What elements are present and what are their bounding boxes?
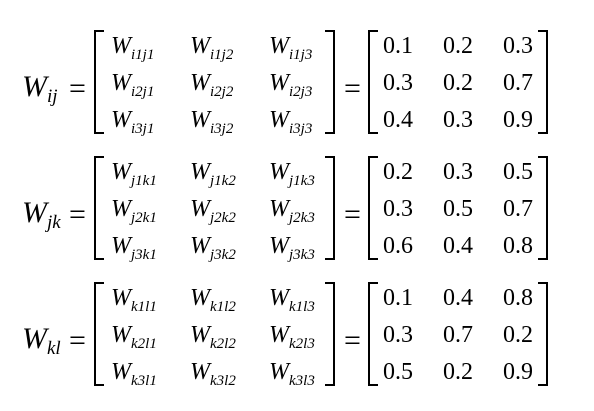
matrix-symbol-cell: Wk1l1: [111, 285, 157, 315]
matrix-value-cell: 0.4: [443, 233, 473, 259]
matrix-value-cell: 0.3: [383, 322, 413, 348]
matrix-value-cell: 0.7: [503, 70, 533, 96]
lhs-subscript: jk: [47, 212, 61, 233]
lhs-base: W: [22, 196, 47, 229]
matrix-value-cell: 0.8: [503, 285, 533, 311]
lhs-label: Wjk: [22, 196, 61, 233]
matrix-symbol-cell: Wj2k3: [269, 196, 315, 226]
value-matrix-left-bracket: [368, 30, 378, 134]
matrix-symbol-cell: Wk3l2: [190, 359, 236, 389]
symbol-matrix-left-bracket: [94, 30, 104, 134]
equation-wij: Wij = Wi1j1 Wi1j2 Wi1j3 Wi2j1 Wi2j2 Wi2j…: [0, 30, 594, 152]
matrix-symbol-cell: Wk2l2: [190, 322, 236, 352]
lhs-base: W: [22, 70, 47, 103]
matrix-symbol-cell: Wk3l1: [111, 359, 157, 389]
matrix-value-cell: 0.5: [443, 196, 473, 222]
lhs-subscript: ij: [47, 86, 58, 107]
symbol-matrix-left-bracket: [94, 156, 104, 260]
matrix-symbol-cell: Wj2k1: [111, 196, 157, 226]
value-matrix-right-bracket: [538, 282, 548, 386]
matrix-value-cell: 0.7: [443, 322, 473, 348]
matrix-symbol-cell: Wj1k3: [269, 159, 315, 189]
matrix-symbol-cell: Wk2l1: [111, 322, 157, 352]
matrix-value-cell: 0.5: [503, 159, 533, 185]
lhs-label: Wkl: [22, 322, 61, 359]
lhs-label: Wij: [22, 70, 58, 107]
matrix-value-cell: 0.2: [503, 322, 533, 348]
matrix-symbol-cell: Wi1j2: [190, 33, 234, 63]
matrix-value-cell: 0.8: [503, 233, 533, 259]
equals-sign: =: [344, 324, 361, 357]
matrix-symbol-cell: Wj1k1: [111, 159, 157, 189]
matrix-symbol-cell: Wi3j3: [269, 107, 313, 137]
matrix-symbol-cell: Wj3k1: [111, 233, 157, 263]
equals-sign: =: [344, 72, 361, 105]
matrix-value-cell: 0.5: [383, 359, 413, 385]
matrix-value-cell: 0.2: [443, 70, 473, 96]
value-matrix-right-bracket: [538, 156, 548, 260]
matrix-value-cell: 0.6: [383, 233, 413, 259]
matrix-value-cell: 0.3: [383, 70, 413, 96]
matrix-symbol-cell: Wk3l3: [269, 359, 315, 389]
equation-wjk: Wjk = Wj1k1 Wj1k2 Wj1k3 Wj2k1 Wj2k2 Wj2k…: [0, 156, 594, 278]
symbol-matrix-right-bracket: [325, 30, 335, 134]
matrix-value-cell: 0.4: [443, 285, 473, 311]
matrix-value-cell: 0.3: [443, 159, 473, 185]
symbol-matrix-right-bracket: [325, 282, 335, 386]
equation-wkl: Wkl = Wk1l1 Wk1l2 Wk1l3 Wk2l1 Wk2l2 Wk2l…: [0, 282, 594, 404]
matrix-symbol-cell: Wj3k2: [190, 233, 236, 263]
matrix-value-cell: 0.4: [383, 107, 413, 133]
symbol-matrix-left-bracket: [94, 282, 104, 386]
matrix-symbol-cell: Wj3k3: [269, 233, 315, 263]
matrix-value-cell: 0.3: [443, 107, 473, 133]
matrix-value-cell: 0.9: [503, 359, 533, 385]
matrix-symbol-cell: Wi3j1: [111, 107, 155, 137]
matrix-value-cell: 0.2: [383, 159, 413, 185]
lhs-subscript: kl: [47, 338, 61, 359]
value-matrix-left-bracket: [368, 156, 378, 260]
matrix-value-cell: 0.9: [503, 107, 533, 133]
matrix-symbol-cell: Wk1l2: [190, 285, 236, 315]
equals-sign: =: [69, 72, 86, 105]
matrix-symbol-cell: Wi1j1: [111, 33, 155, 63]
matrix-symbol-cell: Wi1j3: [269, 33, 313, 63]
matrix-value-cell: 0.1: [383, 285, 413, 311]
symbol-matrix-right-bracket: [325, 156, 335, 260]
matrix-value-cell: 0.3: [383, 196, 413, 222]
matrix-symbol-cell: Wi2j1: [111, 70, 155, 100]
matrix-symbol-cell: Wk1l3: [269, 285, 315, 315]
matrix-symbol-cell: Wk2l3: [269, 322, 315, 352]
matrix-symbol-cell: Wi2j2: [190, 70, 234, 100]
value-matrix-right-bracket: [538, 30, 548, 134]
matrix-symbol-cell: Wj2k2: [190, 196, 236, 226]
matrix-symbol-cell: Wi2j3: [269, 70, 313, 100]
lhs-base: W: [22, 322, 47, 355]
value-matrix-left-bracket: [368, 282, 378, 386]
matrix-value-cell: 0.7: [503, 196, 533, 222]
matrix-symbol-cell: Wj1k2: [190, 159, 236, 189]
matrix-value-cell: 0.1: [383, 33, 413, 59]
equals-sign: =: [69, 324, 86, 357]
equals-sign: =: [69, 198, 86, 231]
matrix-value-cell: 0.2: [443, 359, 473, 385]
matrix-value-cell: 0.2: [443, 33, 473, 59]
matrix-value-cell: 0.3: [503, 33, 533, 59]
matrix-symbol-cell: Wi3j2: [190, 107, 234, 137]
equals-sign: =: [344, 198, 361, 231]
